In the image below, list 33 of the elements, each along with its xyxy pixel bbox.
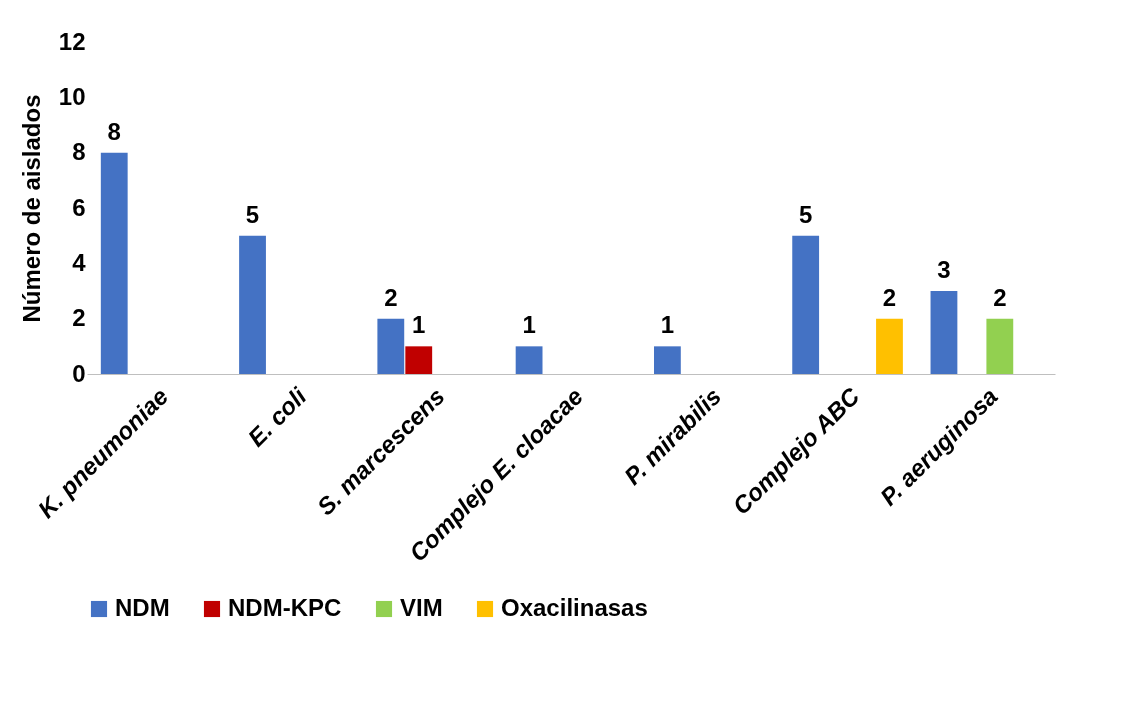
bar	[930, 291, 958, 374]
y-tick-label: 2	[72, 304, 86, 332]
bar	[986, 318, 1014, 374]
legend-label: VIM	[400, 594, 443, 621]
data-label: 1	[412, 311, 426, 339]
data-label: 3	[937, 256, 951, 283]
legend-label: NDM-KPC	[228, 594, 342, 621]
data-label: 2	[993, 283, 1007, 311]
y-tick-label: 10	[58, 82, 86, 110]
data-label: 8	[107, 117, 121, 145]
data-label: 2	[384, 283, 398, 311]
bar	[653, 346, 681, 374]
data-label: 5	[798, 200, 813, 228]
y-axis-title: Número de aislados	[17, 94, 45, 323]
bar	[515, 346, 543, 374]
y-tick-label: 4	[72, 248, 87, 276]
bar	[100, 152, 128, 374]
y-tick-label: 8	[72, 138, 86, 166]
legend-label: NDM	[115, 594, 170, 621]
y-tick-label: 6	[72, 193, 86, 221]
x-tick-label: E. coli	[242, 381, 313, 452]
data-label: 5	[245, 200, 260, 228]
bar	[377, 318, 405, 374]
data-label: 2	[882, 283, 897, 311]
y-tick-label: 0	[72, 359, 86, 387]
y-tick-label: 12	[58, 27, 86, 55]
bar	[876, 318, 903, 374]
bar	[405, 346, 433, 374]
bar	[792, 235, 820, 374]
bar	[239, 235, 266, 374]
data-label: 1	[522, 311, 536, 339]
legend-label: Oxacilinasas	[501, 594, 648, 621]
data-label: 1	[660, 311, 675, 339]
